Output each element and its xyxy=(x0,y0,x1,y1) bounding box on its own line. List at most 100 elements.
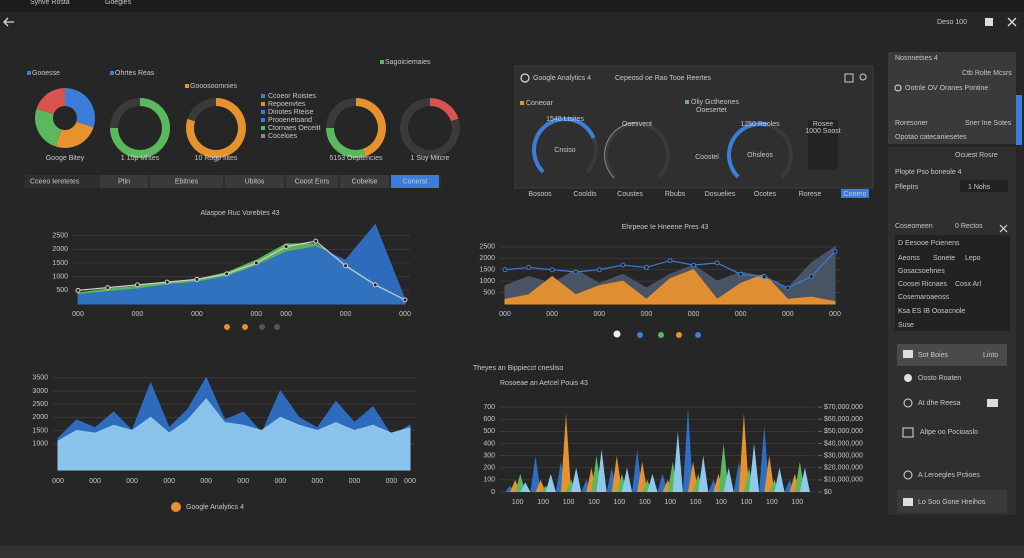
bar-spike xyxy=(545,473,556,492)
sidebar-item[interactable]: Aeorss xyxy=(898,255,920,262)
line-marker xyxy=(105,285,111,291)
panel-button-label[interactable]: Rorese xyxy=(799,191,822,198)
sidebar-active[interactable] xyxy=(897,344,1007,366)
sidebar-item[interactable]: Nosnnetses 4 xyxy=(895,55,938,62)
line-series xyxy=(77,240,406,301)
sidebar-item[interactable]: Altpe oo Pocioaslo xyxy=(920,429,978,436)
line-marker xyxy=(164,279,170,285)
filter-button[interactable] xyxy=(391,175,439,188)
filter-button-label[interactable]: Coost Enrs xyxy=(295,178,330,185)
panel-icon[interactable] xyxy=(844,73,854,83)
panel-button-label[interactable]: Bosoos xyxy=(528,191,552,198)
sidebar-field[interactable] xyxy=(960,180,1008,192)
bar-spike xyxy=(799,467,810,492)
donut-label: Googe Bitey xyxy=(46,155,85,162)
sidebar-item[interactable]: Oosto Roaten xyxy=(918,375,961,382)
panel-button-label[interactable]: Coustes xyxy=(617,191,643,198)
sidebar-button[interactable] xyxy=(897,490,1007,513)
legend-text: Repoenvtes xyxy=(268,101,306,108)
panel-button-label[interactable]: Ocotes xyxy=(754,191,777,198)
sidebar-item[interactable]: Lo Soo Gone Hreihos xyxy=(918,499,986,506)
filter-button-label[interactable]: Conerst xyxy=(403,178,428,185)
y-tick-label: 100 xyxy=(483,477,495,484)
bar-spike xyxy=(723,467,734,492)
sidebar-item[interactable]: At dhe Reesa xyxy=(918,400,961,407)
panel-button-label[interactable]: Dosuelies xyxy=(705,191,736,198)
gauge-caption: Cnsiso xyxy=(554,147,576,154)
close-icon[interactable] xyxy=(999,224,1008,233)
donut-segment xyxy=(55,121,94,148)
legend-dot xyxy=(224,324,230,330)
sidebar-item[interactable]: Sot Boies xyxy=(918,352,948,359)
close-icon[interactable] xyxy=(1007,17,1017,27)
tab[interactable]: Syhve Rosta xyxy=(30,0,70,6)
line-marker xyxy=(134,282,140,288)
window-icon[interactable] xyxy=(985,18,993,26)
legend-text: Coceloes xyxy=(268,133,298,140)
sidebar-item[interactable]: Cosx Arl xyxy=(955,281,982,288)
radio-icon[interactable] xyxy=(894,84,902,92)
filter-button[interactable] xyxy=(150,175,223,188)
sidebar-item[interactable]: Roresoner xyxy=(895,120,928,127)
legend-text: Ctornaes Oeceitt xyxy=(268,125,321,132)
legend-swatch xyxy=(110,71,114,75)
sidebar-item[interactable]: 1 Nohs xyxy=(968,184,991,191)
sidebar-item[interactable]: 0 Rectos xyxy=(955,223,983,230)
sidebar-item[interactable]: Ctb Rolte Mcsrs xyxy=(962,70,1012,77)
sidebar-item[interactable]: Ffleptrs xyxy=(895,184,919,191)
line-marker xyxy=(714,260,720,266)
sidebar-item[interactable]: Gosacsoehnes xyxy=(898,268,945,275)
filter-button-label[interactable]: Cobelse xyxy=(352,178,378,185)
filter-button[interactable] xyxy=(100,175,148,188)
x-tick-label: 000 xyxy=(399,311,411,318)
panel-button-label[interactable]: Cooldis xyxy=(573,191,597,198)
x-tick-label: 100 xyxy=(766,499,778,506)
sidebar-item[interactable]: Plopte Pso boneole 4 xyxy=(895,169,962,176)
sidebar-item[interactable]: D Eesooe Pcienens xyxy=(898,240,960,247)
sidebar-item[interactable]: Sonete xyxy=(933,255,955,262)
chat-icon xyxy=(987,399,998,407)
filter-button-label[interactable]: Ptin xyxy=(118,178,130,185)
y2-tick-label: $10,000,000 xyxy=(824,477,863,484)
sidebar-item[interactable]: Coseomeen xyxy=(895,223,933,230)
filter-button[interactable] xyxy=(340,175,389,188)
sidebar-item[interactable]: Cosemaroaeoss xyxy=(898,294,949,301)
panel-button-label[interactable]: Conero xyxy=(844,191,867,198)
filter-button-label[interactable]: Ubitos xyxy=(245,178,265,185)
y2-tick-label: $40,000,000 xyxy=(824,440,863,447)
panel-button-label[interactable]: Rbubs xyxy=(665,191,686,198)
x-tick-label: 100 xyxy=(512,499,524,506)
sidebar-item[interactable]: Ksa ES IB Oosacnole xyxy=(898,308,965,315)
sidebar-item[interactable]: Suse xyxy=(898,322,914,329)
back-arrow[interactable] xyxy=(3,17,14,27)
bar-spike xyxy=(774,467,785,492)
panel-button[interactable] xyxy=(841,189,869,198)
tab[interactable]: Goegles xyxy=(105,0,132,6)
y-tick-label: 2000 xyxy=(32,414,48,421)
footer-text: Google Analytics 4 xyxy=(186,504,244,511)
line-marker xyxy=(194,276,200,282)
line-marker xyxy=(573,269,579,275)
donut-segment xyxy=(326,128,366,158)
donut-segment xyxy=(356,98,387,157)
sidebar-item[interactable]: Lepo xyxy=(965,255,981,262)
sidebar-item[interactable]: Linto xyxy=(983,352,998,359)
filter-button-label[interactable]: Ebitnes xyxy=(175,178,199,185)
donut-segment xyxy=(110,98,140,128)
stat-label: Rosee xyxy=(813,121,833,128)
sidebar-item[interactable]: Opotao catecaniesetes xyxy=(895,134,967,141)
search-icon[interactable] xyxy=(859,73,867,81)
filter-button[interactable] xyxy=(286,175,338,188)
y2-tick-label: $70,000,000 xyxy=(824,404,863,411)
donut-label: 10 Rogp Ilites xyxy=(195,155,238,162)
sidebar-item[interactable]: Ocuest Rosre xyxy=(955,152,998,159)
sidebar-item[interactable]: Ootnle OV Oranes Pontine xyxy=(905,85,988,92)
sidebar-item[interactable]: A Leroegles Pctioes xyxy=(918,472,980,479)
sidebar-item[interactable]: Sner Ine Sotes xyxy=(965,120,1012,127)
x-tick-label: 000 xyxy=(735,311,747,318)
sidebar-item[interactable]: Coosei Ricnaes xyxy=(898,281,948,288)
x-tick-label: 000 xyxy=(200,478,212,485)
scrollbar[interactable] xyxy=(1016,95,1022,145)
legend-swatch xyxy=(27,71,31,75)
filter-button[interactable] xyxy=(225,175,284,188)
